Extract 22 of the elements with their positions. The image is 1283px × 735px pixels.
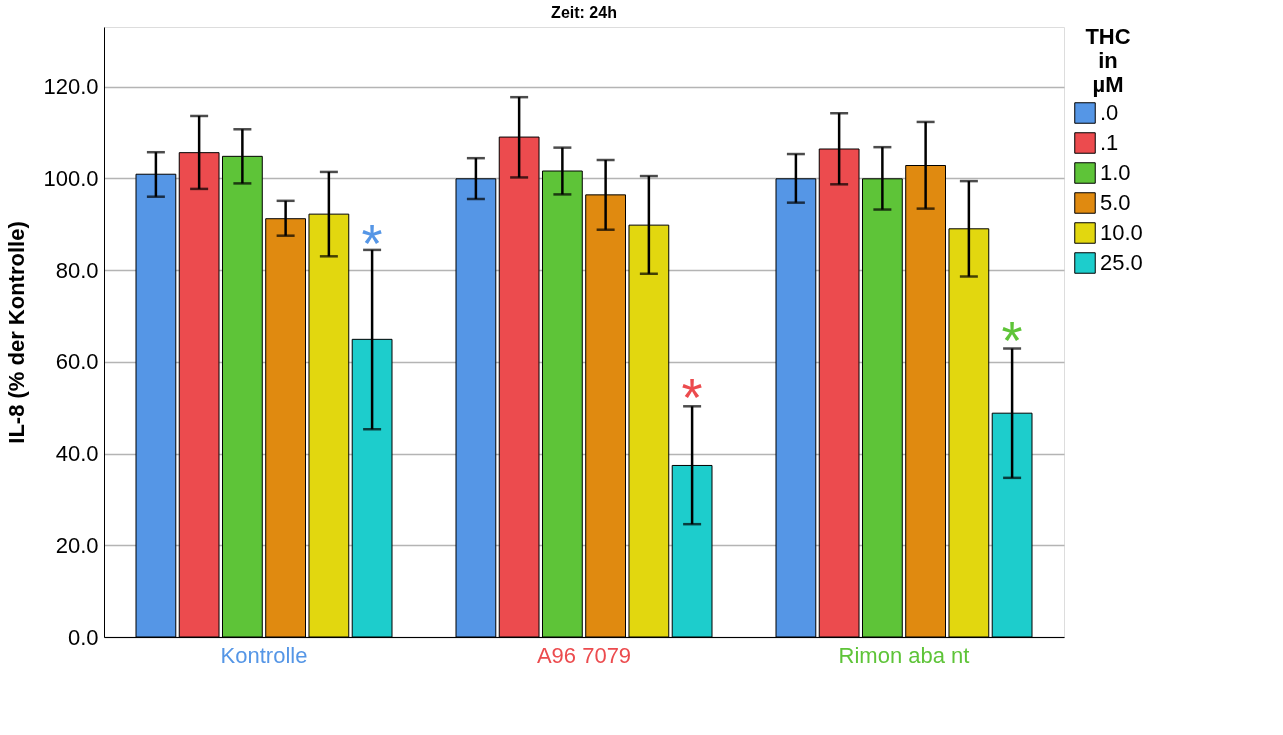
- y-tick-label: 60.0: [55, 349, 99, 375]
- chart-title: Zeit: 24h: [551, 4, 617, 21]
- legend-label: .0: [1100, 100, 1119, 125]
- annotation: *: [361, 213, 383, 274]
- annotation: *: [1001, 309, 1023, 370]
- legend-label: .1: [1100, 130, 1119, 155]
- legend-label: 5.0: [1100, 190, 1131, 215]
- y-tick-label: 100.0: [43, 165, 99, 191]
- legend-label: 10.0: [1100, 220, 1143, 245]
- legend-label: 25.0: [1100, 250, 1143, 275]
- y-tick-label: 0.0: [67, 624, 99, 650]
- y-tick-label: 40.0: [55, 441, 99, 467]
- annotation: *: [681, 366, 703, 427]
- y-axis-title: IL-8 (% der Kontrolle): [4, 221, 30, 444]
- y-tick-label: 120.0: [43, 74, 99, 100]
- x-tick-label: A96 7079: [536, 642, 632, 668]
- y-tick-label: 80.0: [55, 257, 99, 283]
- y-tick-label: 20.0: [55, 532, 99, 558]
- x-tick-label: Rimon aba nt: [838, 642, 970, 668]
- legend-label: 1.0: [1100, 160, 1131, 185]
- legend-title: THC in µM: [1085, 24, 1131, 97]
- x-tick-label: Kontrolle: [220, 642, 308, 668]
